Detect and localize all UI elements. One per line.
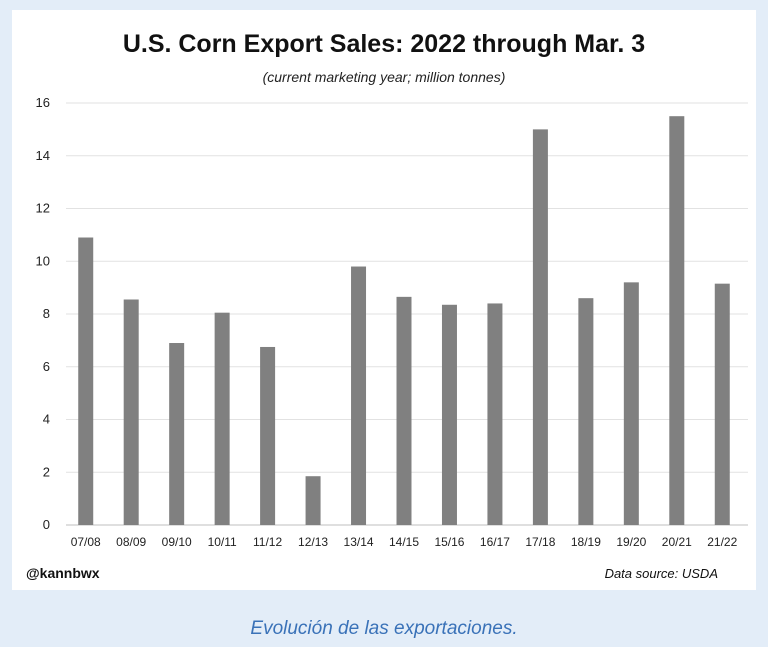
- x-tick-label: 09/10: [162, 535, 192, 549]
- bar: [532, 129, 548, 525]
- x-tick-label: 18/19: [571, 535, 601, 549]
- x-tick-label: 21/22: [707, 535, 737, 549]
- bar: [305, 476, 321, 525]
- x-tick-label: 13/14: [344, 535, 374, 549]
- bar: [260, 346, 276, 525]
- bar: [441, 304, 457, 525]
- x-tick-label: 14/15: [389, 535, 419, 549]
- x-tick-label: 20/21: [662, 535, 692, 549]
- bar: [669, 116, 685, 525]
- bar: [623, 282, 639, 525]
- bar: [123, 299, 139, 525]
- chart-subtitle: (current marketing year; million tonnes): [262, 69, 506, 85]
- bar: [351, 266, 367, 525]
- y-tick-label: 16: [36, 95, 50, 110]
- x-tick-label: 07/08: [71, 535, 101, 549]
- x-tick-label: 19/20: [616, 535, 646, 549]
- bar: [78, 237, 94, 525]
- bars: [78, 116, 730, 525]
- data-source: Data source: USDA: [604, 566, 718, 581]
- x-axis-ticks: 07/08 08/09 09/10 10/11 11/12 12/13 13/14 14/15…: [71, 535, 738, 549]
- x-tick-label: 16/17: [480, 535, 510, 549]
- bar: [714, 283, 730, 525]
- x-tick-label: 12/13: [298, 535, 328, 549]
- y-axis-ticks: 0 2 4 6 8 10 12 14 16: [36, 95, 50, 532]
- figure-caption: Evolución de las exportaciones.: [250, 618, 518, 639]
- author-handle: @kannbwx: [26, 565, 100, 581]
- y-tick-label: 2: [43, 464, 50, 479]
- bar: [169, 343, 185, 525]
- y-tick-label: 14: [36, 148, 50, 163]
- x-tick-label: 10/11: [208, 535, 237, 549]
- x-tick-label: 08/09: [116, 535, 146, 549]
- y-tick-label: 6: [43, 359, 50, 374]
- y-tick-label: 4: [43, 412, 50, 427]
- bar: [214, 312, 230, 525]
- y-tick-label: 8: [43, 306, 50, 321]
- y-tick-label: 10: [36, 253, 50, 268]
- chart-title: U.S. Corn Export Sales: 2022 through Mar…: [122, 30, 646, 58]
- x-tick-label: 15/16: [434, 535, 464, 549]
- bar: [487, 303, 503, 525]
- bar: [396, 296, 412, 525]
- x-tick-label: 11/12: [253, 535, 282, 549]
- x-tick-label: 17/18: [525, 535, 555, 549]
- y-tick-label: 0: [43, 517, 50, 532]
- y-tick-label: 12: [36, 201, 50, 216]
- bar: [578, 298, 594, 525]
